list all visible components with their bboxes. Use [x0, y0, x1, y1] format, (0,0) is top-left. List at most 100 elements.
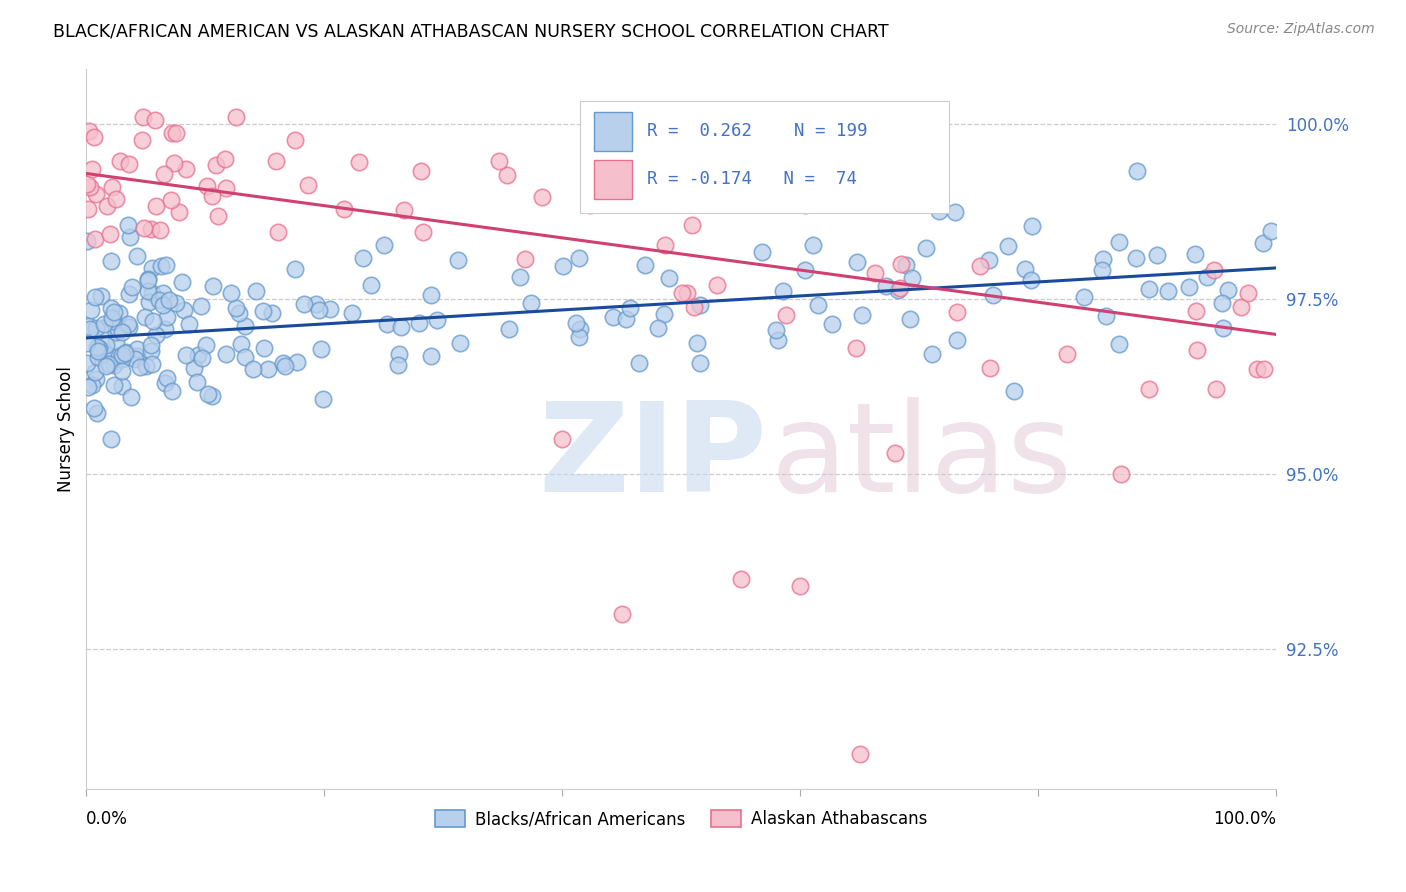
Point: [104, 326, 127, 340]
Point: [86, 406, 108, 420]
Point: [765, 323, 787, 337]
Point: [1019, 273, 1042, 287]
Point: [118, 230, 141, 244]
Point: [103, 358, 125, 372]
Point: [360, 278, 382, 293]
Point: [412, 225, 434, 239]
Point: [419, 349, 441, 363]
Text: R =  0.262    N = 199: R = 0.262 N = 199: [647, 122, 868, 140]
Point: [1091, 252, 1114, 266]
Bar: [595, 160, 633, 199]
Point: [77, 318, 100, 333]
Point: [706, 277, 728, 292]
Point: [1125, 251, 1147, 265]
Point: [191, 351, 214, 365]
Point: [252, 304, 274, 318]
Point: [943, 205, 966, 219]
Point: [284, 262, 307, 277]
Point: [190, 299, 212, 313]
Point: [845, 255, 868, 269]
Point: [142, 314, 165, 328]
Point: [98, 227, 121, 241]
Point: [107, 322, 129, 336]
Point: [111, 363, 134, 377]
Point: [1195, 270, 1218, 285]
Point: [127, 249, 149, 263]
Point: [110, 154, 132, 169]
Point: [271, 356, 294, 370]
Point: [108, 349, 131, 363]
Point: [896, 258, 918, 272]
Point: [568, 252, 591, 266]
Point: [117, 218, 139, 232]
Point: [160, 384, 183, 399]
Point: [408, 317, 430, 331]
Point: [610, 607, 633, 622]
Point: [498, 322, 520, 336]
Point: [183, 361, 205, 376]
Point: [292, 297, 315, 311]
Point: [229, 336, 252, 351]
Point: [207, 209, 229, 223]
Point: [945, 333, 967, 347]
Point: [125, 343, 148, 357]
Point: [115, 344, 138, 359]
Point: [520, 296, 543, 310]
Point: [111, 325, 134, 339]
Point: [1211, 296, 1233, 310]
Point: [887, 283, 910, 297]
Point: [215, 181, 238, 195]
Point: [801, 237, 824, 252]
Point: [969, 260, 991, 274]
Point: [730, 572, 752, 586]
Point: [900, 312, 922, 326]
Point: [658, 270, 681, 285]
Point: [145, 199, 167, 213]
Point: [97, 357, 120, 371]
Point: [1137, 382, 1160, 396]
Point: [890, 257, 912, 271]
Legend: Blacks/African Americans, Alaskan Athabascans: Blacks/African Americans, Alaskan Athaba…: [429, 804, 934, 835]
Point: [103, 378, 125, 392]
Point: [132, 221, 155, 235]
Point: [136, 272, 159, 286]
Point: [149, 259, 172, 273]
Point: [426, 313, 449, 327]
Point: [138, 272, 160, 286]
Point: [616, 312, 638, 326]
Point: [155, 258, 177, 272]
Point: [77, 202, 100, 216]
Point: [901, 271, 924, 285]
Point: [107, 306, 129, 320]
Point: [1090, 262, 1112, 277]
Point: [105, 353, 128, 368]
Point: [257, 361, 280, 376]
Bar: [581, 101, 949, 212]
Point: [793, 198, 815, 212]
Point: [274, 359, 297, 374]
Point: [997, 239, 1019, 253]
Point: [76, 380, 98, 394]
Point: [946, 304, 969, 318]
Point: [1251, 235, 1274, 250]
Point: [83, 401, 105, 415]
Point: [333, 202, 356, 216]
Point: [1126, 163, 1149, 178]
Point: [264, 154, 287, 169]
Bar: [595, 112, 633, 152]
Point: [342, 306, 364, 320]
Point: [101, 180, 124, 194]
Point: [253, 341, 276, 355]
Point: [654, 238, 676, 252]
Point: [91, 348, 114, 362]
Point: [118, 319, 141, 334]
Point: [977, 253, 1000, 268]
Point: [863, 266, 886, 280]
Point: [1094, 309, 1116, 323]
Point: [921, 347, 943, 361]
Point: [205, 158, 228, 172]
Point: [219, 286, 242, 301]
Point: [162, 126, 184, 140]
Point: [173, 303, 195, 318]
Point: [80, 303, 103, 318]
